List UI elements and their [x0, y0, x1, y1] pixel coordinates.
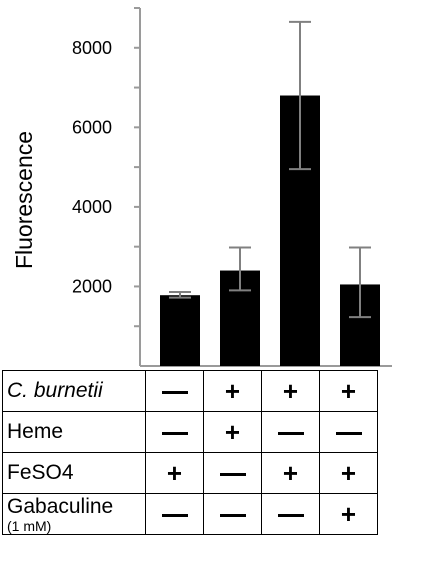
plus-cell: + [203, 411, 262, 453]
condition-row: C. burnetii + + + [2, 370, 378, 412]
y-tick-label: 4000 [72, 197, 112, 217]
minus-cell [203, 493, 262, 535]
condition-label: C. burnetii [2, 370, 146, 412]
bar-chart: 2000 4000 6000 8000 Fluorescence [11, 7, 392, 367]
minus-icon [277, 432, 304, 436]
minus-cell [319, 411, 378, 453]
condition-row: FeSO4 + + + [2, 452, 378, 494]
condition-name: FeSO4 [7, 461, 74, 484]
y-tick-label: 2000 [72, 276, 112, 296]
plus-cell: + [319, 370, 378, 412]
condition-label: Gabaculine (1 mM) [2, 493, 146, 535]
minus-cell [203, 452, 262, 494]
plus-cell: + [145, 452, 204, 494]
plus-cell: + [203, 370, 262, 412]
error-bar [229, 246, 251, 292]
conditions-table: C. burnetii + + + Heme + FeSO4 + + + Gabaculine (1 … [2, 370, 378, 535]
plus-cell: + [261, 370, 320, 412]
minus-icon [219, 473, 246, 477]
plus-cell: + [261, 452, 320, 494]
bars [160, 95, 380, 366]
minus-cell [145, 493, 204, 535]
condition-name: Heme [7, 420, 64, 443]
plus-cell: + [319, 452, 378, 494]
condition-label: FeSO4 [2, 452, 146, 494]
y-tick-label: 8000 [72, 38, 112, 58]
minus-cell [145, 370, 204, 412]
condition-row: Heme + [2, 411, 378, 453]
error-bars [169, 20, 371, 319]
y-axis-label: Fluorescence [11, 131, 37, 269]
condition-sublabel: (1 mM) [7, 518, 52, 534]
error-bar [289, 20, 311, 171]
condition-label: Heme [2, 411, 146, 453]
y-ticks: 2000 4000 6000 8000 [72, 7, 140, 328]
minus-icon [219, 514, 246, 518]
minus-cell [145, 411, 204, 453]
bar [160, 295, 200, 366]
error-bar [349, 246, 371, 319]
plus-cell: + [319, 493, 378, 535]
y-tick-label: 6000 [72, 117, 112, 137]
condition-name: C. burnetii [7, 379, 103, 402]
minus-icon [161, 391, 188, 395]
error-bar [169, 291, 191, 299]
minus-cell [261, 411, 320, 453]
condition-row: Gabaculine (1 mM) + [2, 493, 378, 535]
minus-cell [261, 493, 320, 535]
condition-name: Gabaculine [7, 495, 114, 518]
minus-icon [161, 514, 188, 518]
minus-icon [277, 514, 304, 518]
minus-icon [335, 432, 362, 436]
minus-icon [161, 432, 188, 436]
